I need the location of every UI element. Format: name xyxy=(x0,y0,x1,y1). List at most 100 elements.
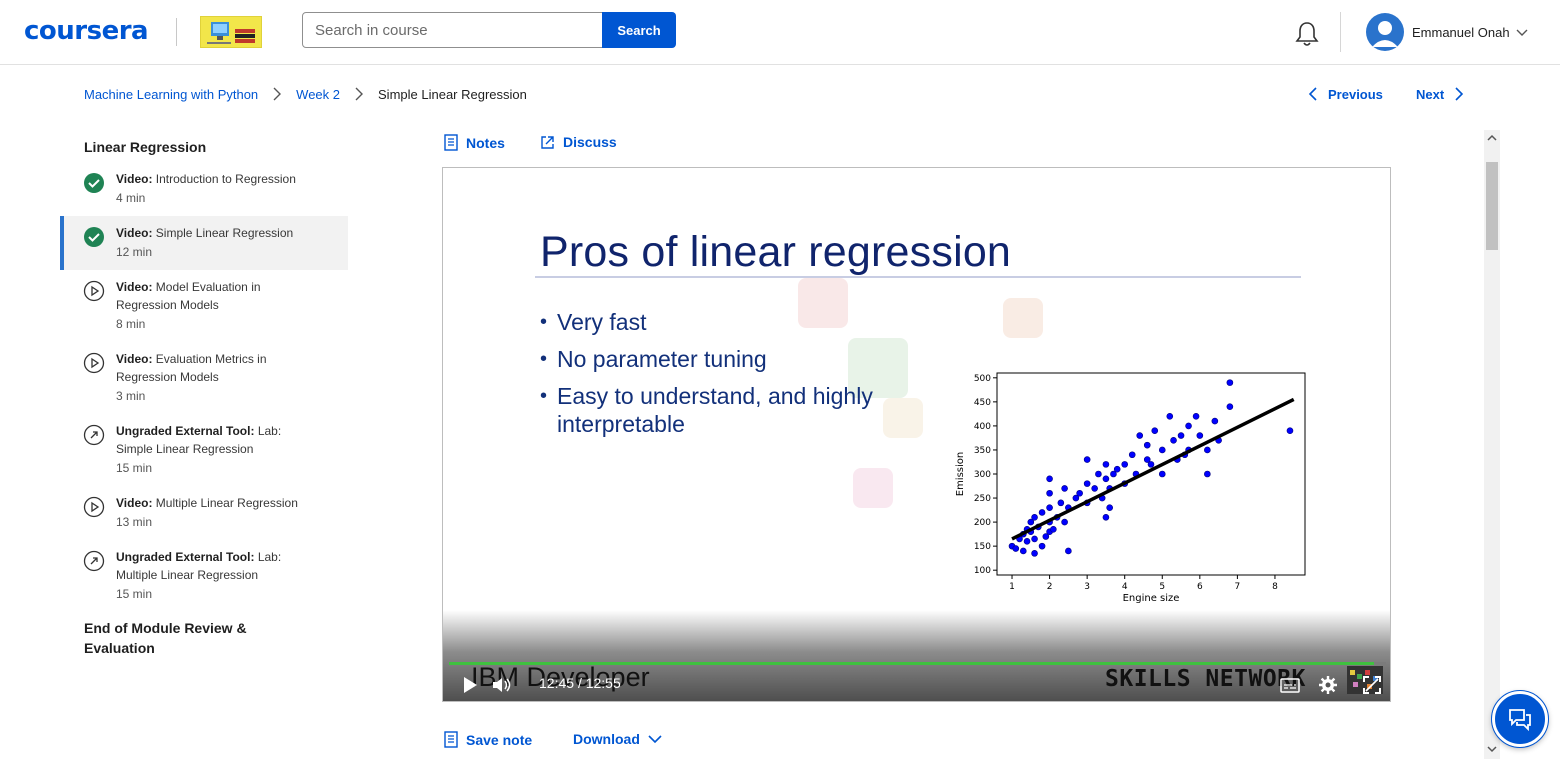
save-note-label: Save note xyxy=(466,731,533,748)
gear-icon[interactable] xyxy=(1317,674,1339,696)
scatter-point xyxy=(1151,427,1159,435)
scatter-point xyxy=(1023,538,1031,545)
scatter-point xyxy=(1046,504,1053,511)
scatter-point xyxy=(1158,446,1166,454)
video-controls-gradient xyxy=(443,610,1390,701)
search-input[interactable] xyxy=(302,12,603,48)
section-title[interactable]: Linear Regression xyxy=(84,139,207,155)
sidebar-item-lab-simple-linear-regression[interactable]: Ungraded External Tool: Lab: Simple Line… xyxy=(60,422,348,486)
avatar[interactable] xyxy=(1366,13,1404,51)
item-type: Ungraded External Tool: xyxy=(116,424,255,438)
scatter-point xyxy=(1113,465,1121,473)
video-time: 12:45 / 12:55 xyxy=(539,675,621,691)
discuss-button[interactable]: Discuss xyxy=(540,134,617,150)
item-duration: 13 min xyxy=(116,515,153,529)
skills-network-brand: SKILLS NETWORK xyxy=(1105,666,1306,692)
scatter-point xyxy=(1143,441,1151,449)
item-title: Introduction to Regression xyxy=(155,172,296,186)
scatter-point xyxy=(1177,432,1185,439)
x-axis-label: Engine size xyxy=(1123,593,1180,604)
scatter-chart: 1 2 3 4 5 6 7 8 100 150 200 250 300 350 400 450 500 Engin… xyxy=(955,372,1306,604)
time-separator: / xyxy=(577,675,582,691)
scatter-point xyxy=(1038,509,1046,516)
scatter-point xyxy=(1226,379,1234,386)
scatter-point xyxy=(1042,533,1050,540)
slide-bullet: Easy to understand, and highly interpret… xyxy=(540,382,920,438)
sidebar-item-multiple-linear-regression[interactable]: Video: Multiple Linear Regression 13 min xyxy=(60,494,348,540)
y-tick-label: 150 xyxy=(974,542,991,552)
current-time: 12:45 xyxy=(539,675,575,691)
notes-icon xyxy=(444,134,458,151)
scatter-point xyxy=(1204,446,1211,454)
background-decoration xyxy=(853,468,893,508)
item-type: Video: xyxy=(116,496,153,510)
item-type: Ungraded External Tool: xyxy=(116,550,255,564)
scrollbar-thumb[interactable] xyxy=(1486,162,1498,250)
scroll-up-icon[interactable] xyxy=(1487,134,1497,142)
item-duration: 15 min xyxy=(116,587,153,601)
scatter-point xyxy=(1226,403,1234,410)
scatter-point xyxy=(1121,461,1129,468)
scroll-down-icon[interactable] xyxy=(1487,745,1497,753)
logo-divider xyxy=(176,18,177,46)
search-button[interactable]: Search xyxy=(602,12,676,48)
scatter-point xyxy=(1128,451,1136,459)
x-tick-label: 1 xyxy=(1009,582,1015,592)
notes-button[interactable]: Notes xyxy=(444,134,505,151)
bell-icon[interactable] xyxy=(1294,20,1320,48)
scatter-point xyxy=(1158,470,1166,478)
background-decoration xyxy=(1003,298,1043,338)
sidebar-item-introduction-to-regression[interactable]: Video: Introduction to Regression 4 min xyxy=(60,170,348,218)
item-title: Lab: Multiple Linear Regression xyxy=(116,550,282,582)
item-type: Video: xyxy=(116,226,153,240)
partner-logo-icon xyxy=(200,16,262,48)
scatter-point xyxy=(1083,456,1091,463)
y-tick-label: 200 xyxy=(974,518,991,528)
username[interactable]: Emmanuel Onah xyxy=(1412,25,1510,40)
captions-icon[interactable] xyxy=(1279,674,1301,696)
sidebar-item-evaluation-metrics[interactable]: Video: Evaluation Metrics in Regression … xyxy=(60,350,348,414)
item-duration: 15 min xyxy=(116,461,153,475)
page-scrollbar[interactable] xyxy=(1484,130,1500,759)
discuss-label: Discuss xyxy=(563,134,617,150)
previous-button[interactable]: Previous xyxy=(1308,86,1383,102)
scatter-point xyxy=(1286,427,1294,435)
chevron-down-icon[interactable] xyxy=(1516,25,1528,37)
volume-icon[interactable] xyxy=(491,674,513,696)
sidebar-item-model-evaluation[interactable]: Video: Model Evaluation in Regression Mo… xyxy=(60,278,348,342)
item-title: Multiple Linear Regression xyxy=(155,496,298,510)
sidebar-item-lab-multiple-linear-regression[interactable]: Ungraded External Tool: Lab: Multiple Li… xyxy=(60,548,348,612)
notes-icon xyxy=(444,731,458,748)
previous-label: Previous xyxy=(1328,86,1383,102)
item-type: Video: xyxy=(116,172,153,186)
chat-button[interactable] xyxy=(1491,690,1549,748)
slide-bullet: No parameter tuning xyxy=(540,345,920,373)
download-dropdown[interactable]: Download xyxy=(573,731,662,747)
scatter-point xyxy=(1072,494,1080,502)
y-axis-label: Emission xyxy=(955,452,966,497)
breadcrumb-week[interactable]: Week 2 xyxy=(296,86,341,102)
video-player[interactable]: Pros of linear regression Very fast No p… xyxy=(442,167,1391,702)
breadcrumb: Machine Learning with Python Week 2 Simp… xyxy=(84,86,527,102)
scatter-point xyxy=(1102,475,1110,483)
play-icon[interactable] xyxy=(459,674,481,696)
save-note-button[interactable]: Save note xyxy=(444,731,532,748)
video-progress-bar[interactable] xyxy=(449,662,1386,665)
chevron-down-icon xyxy=(648,735,662,744)
slide-title-rule xyxy=(535,276,1301,278)
scatter-point xyxy=(1185,422,1192,430)
y-tick-label: 300 xyxy=(974,470,991,480)
x-tick-label: 8 xyxy=(1272,582,1278,592)
fullscreen-icon[interactable] xyxy=(1361,674,1383,696)
next-section-title[interactable]: End of Module Review & Evaluation xyxy=(84,620,247,656)
y-tick-label: 100 xyxy=(974,566,991,576)
scatter-point xyxy=(1076,489,1083,497)
slide-title: Pros of linear regression xyxy=(540,228,1012,276)
sidebar-item-simple-linear-regression[interactable]: Video: Simple Linear Regression 12 min xyxy=(60,216,348,270)
breadcrumb-course[interactable]: Machine Learning with Python xyxy=(84,86,259,102)
scatter-point xyxy=(1031,550,1038,557)
next-button[interactable]: Next xyxy=(1416,86,1464,102)
coursera-logo[interactable]: coursera xyxy=(24,16,149,46)
external-link-circle-icon xyxy=(83,424,105,446)
chevron-right-icon xyxy=(266,86,288,102)
